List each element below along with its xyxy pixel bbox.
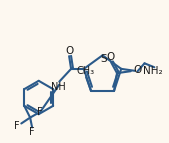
Text: O: O [134, 65, 142, 75]
Text: O: O [106, 52, 114, 62]
Text: F: F [29, 127, 35, 137]
Text: F: F [37, 107, 43, 117]
Text: S: S [100, 54, 107, 64]
Text: O: O [65, 46, 73, 56]
Text: CH₃: CH₃ [76, 66, 94, 76]
Text: F: F [14, 121, 19, 131]
Text: NH₂: NH₂ [143, 66, 162, 76]
Text: NH: NH [51, 82, 66, 92]
